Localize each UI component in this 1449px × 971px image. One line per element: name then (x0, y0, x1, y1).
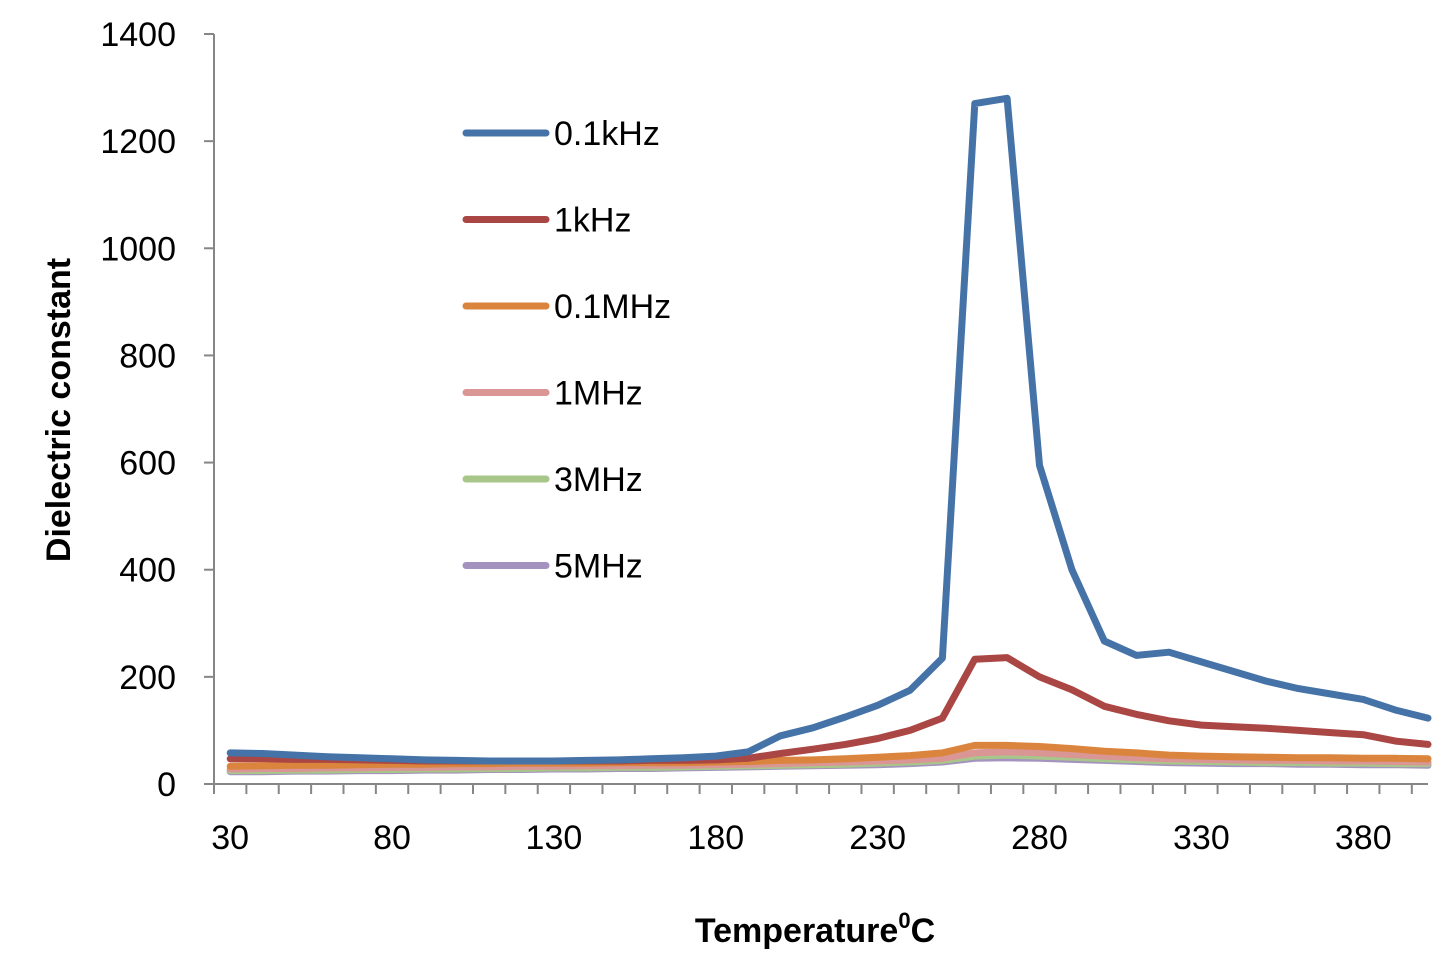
x-axis-title: Temperature0C (695, 908, 935, 950)
x-axis-title-main: Temperature (695, 912, 898, 950)
x-axis-title-superscript: 0 (898, 908, 910, 933)
x-tick-label: 330 (1173, 819, 1230, 857)
legend: 0.1kHz 1kHz 0.1MHz 1MHz 3MHz 5MHz (462, 115, 671, 586)
legend-label: 1MHz (554, 375, 643, 413)
legend-label: 1kHz (554, 202, 631, 240)
legend-label: 0.1MHz (554, 288, 671, 326)
x-tick-label: 130 (526, 819, 583, 857)
x-tick-label: 80 (373, 819, 411, 857)
y-tick-label: 600 (119, 445, 176, 483)
y-tick-label: 200 (119, 659, 176, 697)
y-tick-label: 800 (119, 337, 176, 375)
y-tick-label: 1000 (100, 230, 176, 268)
y-axis-title: Dielectric constant (40, 258, 78, 562)
y-tick-label: 0 (157, 766, 176, 804)
axes: 0 200 400 600 800 1000 1200 1400 30 80 130 180 230 28… (100, 16, 1428, 857)
x-tick-label: 30 (211, 819, 249, 857)
series-line-0-1khz (226, 94, 1432, 765)
plot-lines (226, 94, 1432, 776)
y-tick-label: 1400 (100, 16, 176, 54)
legend-label: 3MHz (554, 461, 643, 499)
x-tick-label: 180 (687, 819, 744, 857)
x-tick-label: 380 (1335, 819, 1392, 857)
y-tick-label: 1200 (100, 123, 176, 161)
x-tick-label: 280 (1011, 819, 1068, 857)
x-axis-title-unit: C (911, 912, 936, 950)
legend-label: 5MHz (554, 548, 643, 586)
y-tick-label: 400 (119, 552, 176, 590)
legend-label: 0.1kHz (554, 115, 660, 153)
x-tick-label: 230 (849, 819, 906, 857)
